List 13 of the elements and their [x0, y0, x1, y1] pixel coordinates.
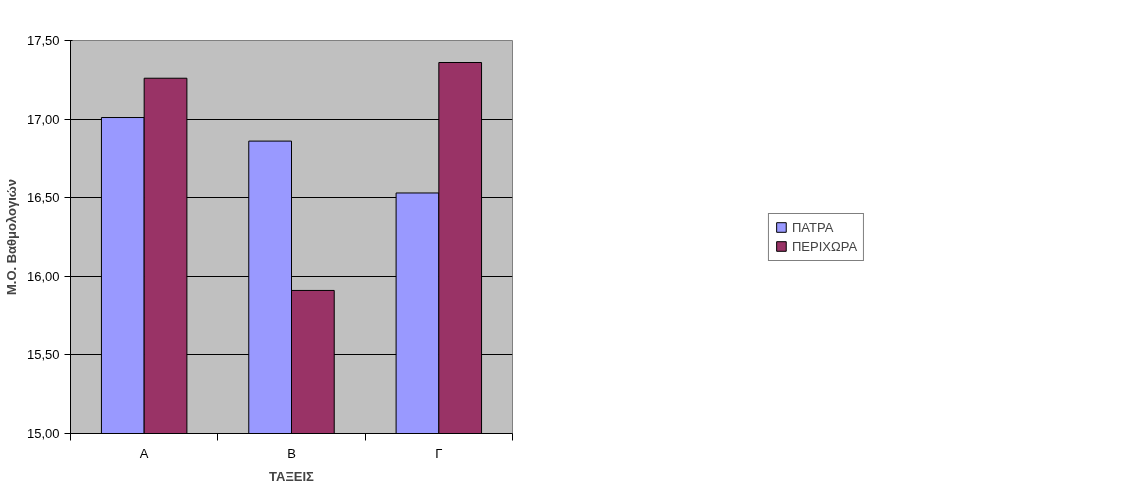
y-axis-title: Μ.Ο. Βαθμολογιών: [3, 178, 19, 296]
y-tick-label: 16,50: [26, 190, 60, 206]
legend-label: ΠΑΤΡΑ: [791, 219, 834, 235]
legend-label: ΠΕΡΙΧΩΡΑ: [791, 238, 858, 254]
x-tick-label: Α: [139, 445, 149, 461]
x-tick-label: Γ: [435, 445, 443, 461]
y-tick-label: 17,00: [26, 111, 60, 127]
x-tick-label: Β: [287, 445, 296, 461]
y-tick-label: 16,00: [26, 268, 60, 284]
y-tick-label: 15,50: [26, 347, 60, 363]
x-axis-title: ΤΑΞΕΙΣ: [269, 468, 315, 484]
y-tick-label: 17,50: [26, 33, 60, 48]
y-tick-label: 15,00: [26, 426, 60, 441]
